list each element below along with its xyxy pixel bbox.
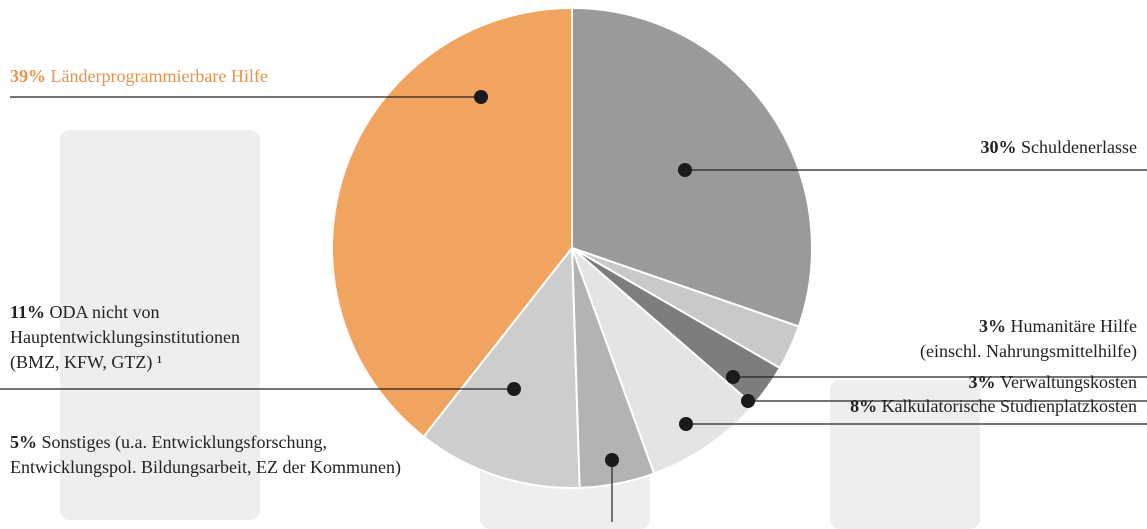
slice-label: 11% ODA nicht von [10,302,160,322]
pie-slice [571,6,813,328]
value-label: 11% [10,302,45,322]
slice-label: 30% Schuldenerlasse [981,137,1137,157]
category-label: (einschl. Nahrungsmittelhilfe) [920,341,1137,362]
category-label: Sonstiges (u.a. Entwicklungsforschung, [42,432,327,453]
slice-label: 39% Länderprogrammierbare Hilfe [10,66,268,86]
pie-slice [569,244,755,475]
category-label: Länderprogrammierbare Hilfe [51,66,268,86]
slice-label: Entwicklungspol. Bildungsarbeit, EZ der … [10,457,401,478]
leader-dot [605,453,619,467]
leader-dot [474,90,488,104]
category-label: Entwicklungspol. Bildungsarbeit, EZ der … [10,457,401,478]
value-label: 30% [981,137,1017,157]
slice-label: (BMZ, KFW, GTZ) ¹ [10,352,162,373]
leader-dot [507,382,521,396]
leader-dot [678,163,692,177]
slice-label: 3% Verwaltungskosten [969,372,1137,392]
category-label: Hauptentwicklungsinstitutionen [10,327,240,347]
pie-slice [331,6,573,439]
category-label: Kalkulatorische Studienplatzkosten [882,396,1137,416]
slice-label: Hauptentwicklungsinstitutionen [10,327,240,347]
slice-label: 3% Humanitäre Hilfe [979,316,1137,336]
leader-dot [726,370,740,384]
value-label: 3% [979,316,1006,336]
category-label: Verwaltungskosten [1000,372,1137,392]
value-label: 3% [969,372,996,392]
category-label: Schuldenerlasse [1021,137,1137,157]
slice-label: (einschl. Nahrungsmittelhilfe) [920,341,1137,362]
value-label: 5% [10,432,37,452]
category-label: (BMZ, KFW, GTZ) ¹ [10,352,162,373]
value-label: 8% [850,396,877,416]
category-label: Humanitäre Hilfe [1011,316,1137,336]
category-label: ODA nicht von [50,302,160,322]
pie-slice [422,245,581,489]
leader-dot [741,394,755,408]
value-label: 39% [10,66,46,86]
slice-label: 8% Kalkulatorische Studienplatzkosten [850,396,1137,416]
leader-dot [679,417,693,431]
slice-label: 5% Sonstiges (u.a. Entwicklungsforschung… [10,432,327,453]
